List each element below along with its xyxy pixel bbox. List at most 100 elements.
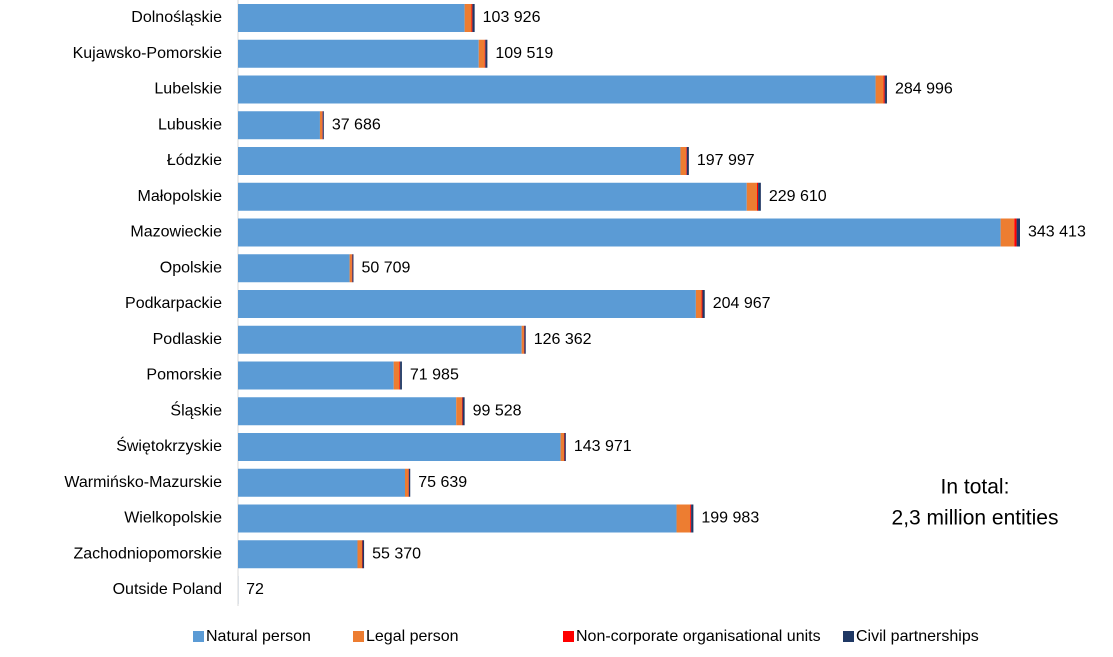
total-label: 126 362 — [534, 331, 592, 348]
bar-segment — [352, 254, 353, 282]
bar-segment — [238, 433, 561, 461]
y-tick-label: Wielkopolskie — [124, 510, 222, 527]
bar-segment — [238, 254, 350, 282]
bar-segment — [1014, 219, 1016, 247]
legend-swatch — [353, 631, 364, 642]
bar-segment — [876, 76, 884, 104]
bar-segment — [702, 290, 703, 318]
y-tick-label: Dolnośląskie — [131, 9, 222, 26]
y-tick-label: Kujawsko-Pomorskie — [73, 45, 222, 62]
bar-segment — [522, 326, 524, 354]
y-tick-label: Podkarpackie — [125, 295, 222, 312]
total-label: 72 — [246, 581, 264, 598]
bar-segment — [238, 4, 465, 32]
y-tick-label: Outside Poland — [113, 581, 222, 598]
bar-segment — [394, 362, 400, 390]
legend-swatch — [843, 631, 854, 642]
legend-swatch — [193, 631, 204, 642]
bar-segment — [758, 183, 761, 211]
bar-segment — [687, 147, 689, 175]
bar-segment — [320, 111, 322, 139]
y-tick-label: Świętokrzyskie — [116, 436, 222, 455]
bar-segment — [686, 147, 687, 175]
bar-segment — [485, 40, 486, 68]
bar-segment — [238, 40, 479, 68]
bar-segment — [677, 505, 691, 533]
bar-segment — [405, 469, 408, 497]
total-label: 229 610 — [769, 188, 827, 205]
total-label: 109 519 — [495, 45, 553, 62]
total-label: 284 996 — [895, 81, 953, 98]
bar-segment — [680, 147, 686, 175]
bar-segment — [238, 290, 696, 318]
total-label: 143 971 — [574, 438, 632, 455]
bar-segment — [1017, 219, 1020, 247]
bar-segment — [238, 397, 456, 425]
bar-segment — [238, 540, 357, 568]
bar-segment — [238, 326, 522, 354]
bar-segment — [238, 76, 876, 104]
total-label: 55 370 — [372, 545, 421, 562]
y-tick-label: Warmińsko-Mazurskie — [64, 474, 222, 491]
bar-segment — [238, 469, 405, 497]
bar-segment — [696, 290, 702, 318]
bar-segment — [456, 397, 462, 425]
y-tick-label: Małopolskie — [138, 188, 223, 205]
y-tick-label: Lubelskie — [154, 81, 222, 98]
y-tick-label: Łódzkie — [167, 152, 222, 169]
total-label: 343 413 — [1028, 224, 1086, 241]
legend-label: Natural person — [206, 628, 311, 645]
y-tick-label: Opolskie — [160, 259, 222, 276]
total-label: 103 926 — [483, 9, 541, 26]
bar-segment — [1001, 219, 1015, 247]
legend-swatch — [563, 631, 574, 642]
bar-segment — [884, 76, 885, 104]
bar-segment — [471, 4, 472, 32]
bar-segment — [357, 540, 362, 568]
bar-segment — [350, 254, 352, 282]
bar-segment — [690, 505, 691, 533]
bar-segment — [238, 183, 747, 211]
bar-segment — [238, 147, 680, 175]
y-tick-label: Zachodniopomorskie — [73, 545, 222, 562]
bar-segment — [757, 183, 758, 211]
total-label: 204 967 — [713, 295, 771, 312]
bar-segment — [462, 397, 463, 425]
y-tick-label: Podlaskie — [153, 331, 222, 348]
bar-segment — [400, 362, 402, 390]
total-label: 75 639 — [418, 474, 467, 491]
bar-segment — [524, 326, 525, 354]
legend-label: Non-corporate organisational units — [576, 628, 821, 645]
bar-segment — [238, 219, 1001, 247]
bar-segment — [238, 111, 320, 139]
bar-segment — [238, 505, 677, 533]
total-label: 37 686 — [332, 116, 381, 133]
y-tick-label: Pomorskie — [146, 367, 222, 384]
legend-label: Civil partnerships — [856, 628, 979, 645]
bar-segment — [747, 183, 757, 211]
y-tick-label: Lubuskie — [158, 116, 222, 133]
bar-segment — [399, 362, 400, 390]
bar-segment — [564, 433, 565, 461]
annotation: 2,3 million entities — [892, 507, 1059, 530]
total-label: 197 997 — [697, 152, 755, 169]
bar-segment — [691, 505, 693, 533]
bar-segment — [238, 362, 394, 390]
bar-segment — [465, 4, 472, 32]
bar-segment — [409, 469, 410, 497]
total-label: 99 528 — [473, 402, 522, 419]
bar-segment — [472, 4, 474, 32]
bar-segment — [485, 40, 487, 68]
y-tick-label: Mazowieckie — [130, 224, 222, 241]
annotation: In total: — [941, 476, 1010, 499]
total-label: 71 985 — [410, 367, 459, 384]
bar-segment — [702, 290, 704, 318]
total-label: 50 709 — [361, 259, 410, 276]
bar-segment — [885, 76, 887, 104]
bar-segment — [323, 111, 324, 139]
legend-label: Legal person — [366, 628, 459, 645]
bar-segment — [463, 397, 465, 425]
y-tick-label: Śląskie — [170, 400, 222, 419]
bar-segment — [362, 540, 364, 568]
